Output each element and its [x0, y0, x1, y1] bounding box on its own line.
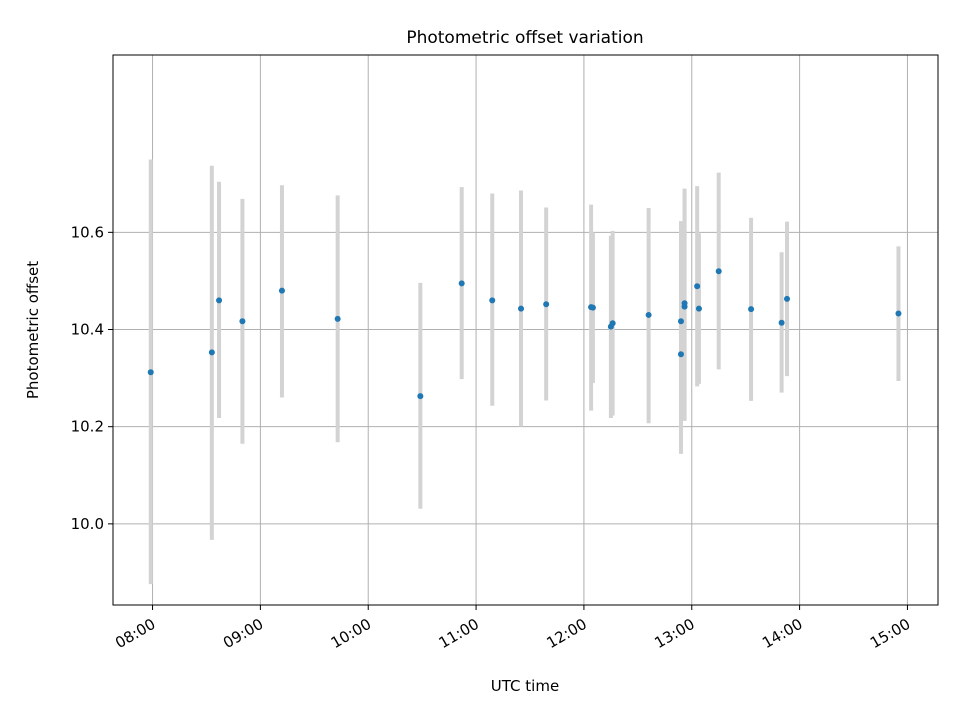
data-point — [543, 301, 550, 308]
grid-layer — [113, 55, 938, 605]
y-tick-label: 10.2 — [71, 418, 104, 436]
data-point — [695, 305, 702, 312]
data-point — [784, 295, 791, 302]
data-point — [589, 304, 596, 311]
data-point — [239, 318, 246, 325]
x-axis-label: UTC time — [491, 677, 559, 695]
data-point — [677, 318, 684, 325]
data-point — [147, 369, 154, 376]
point-layer — [147, 268, 902, 400]
data-point — [208, 349, 215, 356]
data-point — [609, 320, 616, 327]
data-point — [778, 319, 785, 326]
data-point — [278, 287, 285, 294]
data-point — [748, 306, 755, 313]
data-point — [715, 268, 722, 275]
data-point — [518, 305, 525, 312]
y-tick-label: 10.4 — [71, 321, 104, 339]
data-point — [895, 310, 902, 317]
data-point — [489, 297, 496, 304]
data-point — [681, 300, 688, 307]
data-point — [645, 311, 652, 318]
data-point — [216, 297, 223, 304]
y-axis-ticks: 10.0 10.2 10.4 10.6 — [71, 223, 113, 533]
y-tick-label: 10.0 — [71, 515, 104, 533]
y-axis-label: Photometric offset — [24, 261, 42, 399]
data-point — [458, 280, 465, 287]
data-point — [677, 351, 684, 358]
y-tick-label: 10.6 — [71, 223, 104, 241]
data-point — [694, 283, 701, 290]
data-point — [334, 315, 341, 322]
chart-title: Photometric offset variation — [406, 28, 643, 48]
data-point — [417, 393, 424, 400]
